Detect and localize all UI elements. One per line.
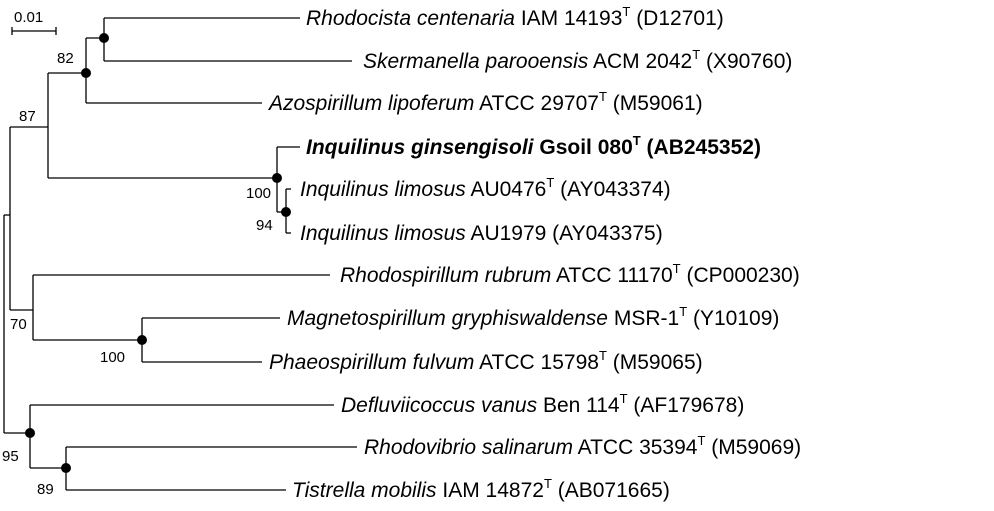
accession-number: (AB071665) (558, 479, 670, 502)
bootstrap-value: 100 (246, 185, 271, 202)
species-name: Magnetospirillum gryphiswaldense (287, 307, 608, 330)
strain-name: ATCC 11170 (556, 264, 673, 287)
taxon-label: Skermanella parooensis ACM 2042T (X90760… (363, 47, 792, 73)
strain-name: AU1979 (470, 222, 546, 245)
species-name: Rhodospirillum rubrum (340, 264, 551, 287)
strain-name: ATCC 15798 (479, 351, 599, 374)
type-strain-marker: T (697, 433, 705, 448)
accession-number: (Y10109) (693, 307, 779, 330)
accession-number: (D12701) (636, 7, 724, 30)
node-dot (137, 335, 147, 345)
strain-name: Gsoil 080 (539, 136, 632, 159)
node-dot (272, 173, 282, 183)
type-strain-marker: T (622, 4, 630, 19)
taxon-label: Defluviicoccus vanus Ben 114T (AF179678) (341, 391, 744, 417)
bootstrap-value: 94 (256, 217, 273, 234)
taxon-label: Azospirillum lipoferum ATCC 29707T (M590… (267, 89, 703, 115)
scale-bar: 0.01 (11, 9, 57, 35)
bootstrap-labels: 82 87 100 94 70 100 95 89 (2, 50, 273, 498)
strain-name: Ben 114 (543, 394, 620, 417)
type-strain-marker: T (546, 175, 554, 190)
node-dot (25, 428, 35, 438)
strain-name: IAM 14193 (521, 7, 623, 30)
species-name: Rhodocista centenaria (306, 7, 515, 30)
type-strain-marker: T (679, 304, 687, 319)
strain-name: ATCC 29707 (479, 92, 599, 115)
bootstrap-value: 89 (37, 481, 54, 498)
strain-name: IAM 14872 (442, 479, 544, 502)
node-dot (81, 68, 91, 78)
node-dot (99, 33, 109, 43)
scale-bar-label: 0.01 (14, 9, 43, 26)
taxon-label: Tistrella mobilis IAM 14872T (AB071665) (292, 476, 670, 502)
type-strain-marker: T (673, 261, 681, 276)
strain-name: AU0476 (470, 178, 546, 201)
bootstrap-value: 100 (100, 349, 125, 366)
strain-name: ACM 2042 (593, 50, 692, 73)
species-name: Inquilinus limosus (300, 178, 466, 201)
accession-number: (X90760) (706, 50, 792, 73)
accession-number: (M59061) (613, 92, 703, 115)
taxon-labels: Rhodocista centenaria IAM 14193T (D12701… (267, 4, 801, 502)
type-strain-marker: T (633, 133, 641, 148)
taxon-label: Inquilinus limosus AU1979 (AY043375) (300, 222, 663, 245)
taxon-label: Inquilinus limosus AU0476T (AY043374) (300, 175, 671, 201)
accession-number: (M59069) (711, 436, 801, 459)
strain-name: ATCC 35394 (578, 436, 698, 459)
species-name: Inquilinus limosus (300, 222, 466, 245)
taxon-label: Phaeospirillum fulvum ATCC 15798T (M5906… (269, 348, 703, 374)
type-strain-marker: T (620, 391, 628, 406)
species-name: Skermanella parooensis (363, 50, 589, 73)
type-strain-marker: T (599, 89, 607, 104)
accession-number: (CP000230) (686, 264, 799, 287)
species-name: Defluviicoccus vanus (341, 394, 538, 417)
accession-number: (M59065) (613, 351, 703, 374)
taxon-label: Rhodospirillum rubrum ATCC 11170T (CP000… (340, 261, 800, 287)
bootstrap-value: 82 (57, 50, 74, 67)
species-name: Rhodovibrio salinarum (364, 436, 573, 459)
node-markers (25, 33, 291, 473)
taxon-label: Rhodovibrio salinarum ATCC 35394T (M5906… (364, 433, 801, 459)
accession-number: (AB245352) (647, 136, 761, 159)
taxon-label-highlighted: Inquilinus ginsengisoli Gsoil 080T (AB24… (306, 133, 761, 159)
accession-number: (AY043375) (552, 222, 663, 245)
type-strain-marker: T (599, 348, 607, 363)
accession-number: (AF179678) (633, 394, 744, 417)
species-name: Phaeospirillum fulvum (269, 351, 474, 374)
taxon-label: Magnetospirillum gryphiswaldense MSR-1T … (287, 304, 779, 330)
bootstrap-value: 87 (19, 108, 36, 125)
node-dot (61, 463, 71, 473)
bootstrap-value: 95 (2, 448, 19, 465)
taxon-label: Rhodocista centenaria IAM 14193T (D12701… (306, 4, 724, 30)
species-name: Tistrella mobilis (292, 479, 437, 502)
bootstrap-value: 70 (10, 316, 27, 333)
species-name: Inquilinus ginsengisoli (306, 136, 535, 159)
type-strain-marker: T (692, 47, 700, 62)
tree-branches (3, 17, 357, 491)
accession-number: (AY043374) (560, 178, 671, 201)
node-dot (281, 207, 291, 217)
species-name: Azospirillum lipoferum (267, 92, 474, 115)
type-strain-marker: T (544, 476, 552, 491)
strain-name: MSR-1 (614, 307, 679, 330)
